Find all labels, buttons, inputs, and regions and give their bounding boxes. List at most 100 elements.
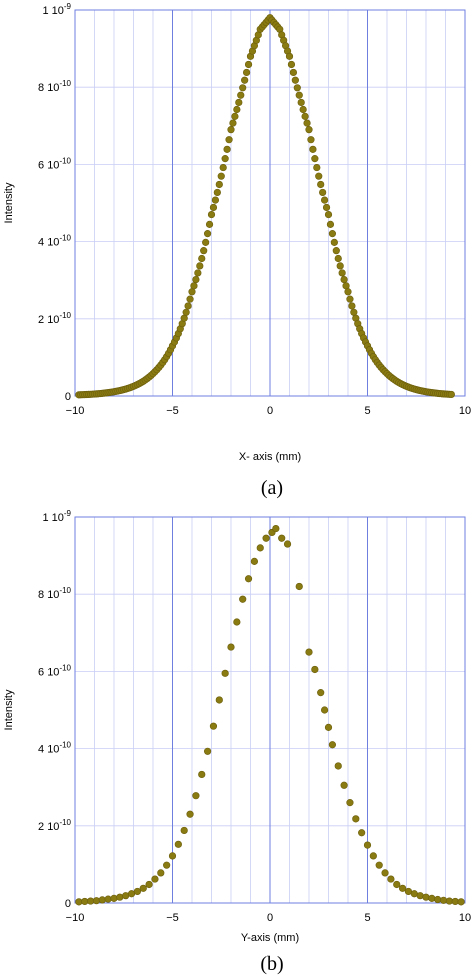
plot-frame (74, 9, 466, 397)
y-tick-mantissa: 4 10 (38, 744, 59, 756)
data-point (235, 98, 243, 107)
data-point (338, 269, 346, 277)
data-point (133, 887, 141, 896)
data-point (250, 557, 258, 565)
x-axis-label: X- axis (mm) (239, 451, 301, 463)
y-tick-mantissa: 6 10 (38, 666, 59, 678)
data-point (313, 163, 321, 172)
data-point (344, 288, 352, 296)
y-tick-exponent: -10 (59, 586, 71, 595)
data-point (328, 230, 337, 238)
y-tick-label: 4 10-10 (38, 234, 72, 249)
data-point (293, 84, 301, 92)
data-point (283, 540, 292, 548)
data-point (262, 534, 270, 542)
data-point (157, 869, 165, 877)
y-tick-mantissa: 1 10 (42, 5, 63, 17)
data-point (399, 884, 407, 892)
x-tick-label: 10 (459, 912, 471, 924)
data-point (139, 884, 147, 892)
data-point (186, 810, 194, 818)
data-point (186, 295, 194, 303)
data-point (204, 230, 212, 238)
data-point (244, 60, 253, 69)
data-point (225, 136, 233, 144)
y-tick-label: 4 10-10 (38, 741, 72, 756)
data-point (321, 196, 329, 204)
data-point (303, 119, 311, 127)
y-tick-label: 6 10-10 (38, 663, 72, 678)
data-point (188, 288, 196, 296)
data-point (223, 145, 231, 153)
data-point (184, 302, 192, 310)
data-point (326, 220, 335, 228)
data-point (336, 262, 344, 270)
data-point (342, 282, 350, 290)
data-point (202, 238, 210, 246)
data-point (116, 893, 124, 901)
data-point (145, 880, 153, 889)
data-point (209, 203, 218, 212)
data-point (321, 706, 329, 714)
y-tick-label: 1 10-9 (42, 509, 71, 524)
data-point (305, 126, 313, 134)
data-series (75, 14, 455, 399)
data-point (332, 247, 340, 255)
data-point (217, 172, 225, 180)
y-tick-exponent: -9 (64, 509, 72, 518)
data-point (324, 723, 333, 731)
data-point (168, 852, 177, 860)
data-point (180, 314, 188, 322)
y-tick-exponent: -10 (59, 234, 71, 243)
data-point (278, 534, 286, 542)
data-point (196, 262, 204, 270)
data-point (207, 210, 216, 219)
data-point (239, 595, 247, 603)
data-point (243, 68, 251, 77)
data-point (295, 582, 303, 591)
data-point (241, 76, 249, 84)
data-point (213, 188, 221, 197)
y-tick-label: 6 10-10 (38, 156, 72, 171)
y-axis-label: Intensity (3, 689, 15, 730)
data-point (457, 898, 465, 906)
plot-frame (74, 516, 466, 904)
data-point (301, 112, 309, 120)
data-point (363, 841, 372, 849)
x-tick-label: 0 (267, 912, 273, 924)
x-tick-label: −5 (166, 405, 179, 417)
y-tick-mantissa: 4 10 (38, 237, 59, 249)
data-point (346, 799, 354, 807)
data-point (340, 275, 348, 284)
data-point (309, 145, 317, 153)
caption-a: (a) (261, 477, 283, 499)
data-point (350, 308, 358, 316)
y-tick-exponent: -10 (59, 79, 71, 88)
data-point (233, 105, 241, 114)
data-point (182, 308, 190, 316)
data-point (192, 275, 200, 284)
y-tick-exponent: -10 (59, 311, 71, 320)
data-point (198, 770, 206, 779)
y-tick-mantissa: 8 10 (38, 82, 59, 94)
data-point (198, 254, 206, 263)
x-tick-label: −10 (66, 912, 85, 924)
data-point (317, 180, 325, 189)
data-point (422, 893, 430, 901)
data-point (328, 741, 337, 749)
data-point (334, 254, 342, 263)
y-tick-exponent: -10 (59, 156, 71, 165)
y-axis-label: Intensity (3, 182, 15, 223)
data-point (211, 196, 219, 204)
data-point (311, 665, 319, 674)
y-tick-mantissa: 2 10 (38, 821, 59, 833)
x-tick-label: 10 (459, 405, 471, 417)
data-point (340, 781, 348, 789)
data-point (315, 172, 323, 180)
x-tick-label: 5 (364, 912, 370, 924)
caption-b: (b) (260, 953, 283, 975)
data-point (205, 220, 214, 228)
x-tick-label: 5 (364, 405, 370, 417)
